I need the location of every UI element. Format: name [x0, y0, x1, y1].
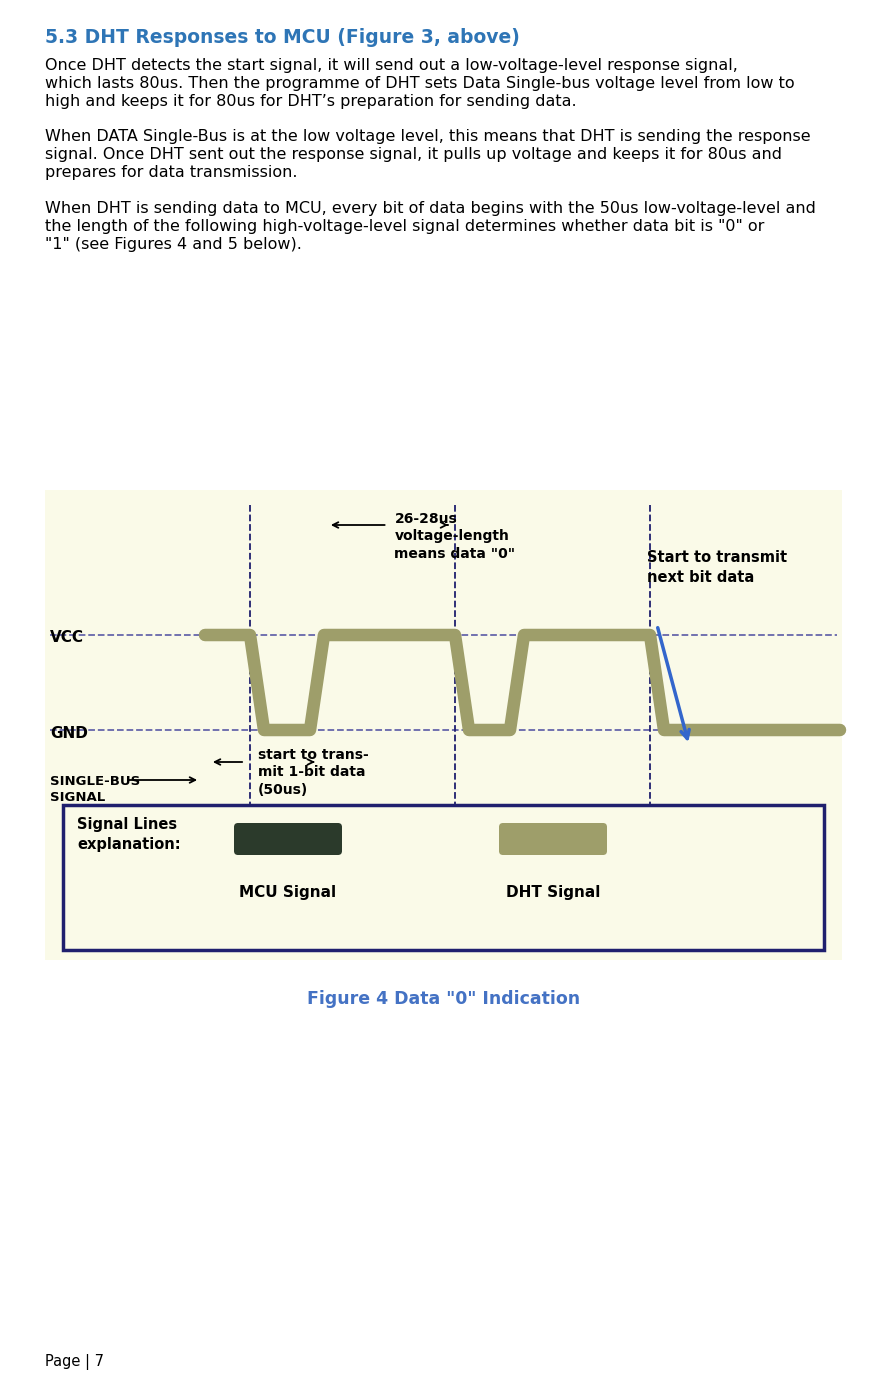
Text: SINGLE-BUS
SIGNAL: SINGLE-BUS SIGNAL	[50, 776, 140, 803]
Text: high and keeps it for 80us for DHT’s preparation for sending data.: high and keeps it for 80us for DHT’s pre…	[45, 93, 576, 108]
FancyBboxPatch shape	[234, 823, 342, 855]
Text: GND: GND	[50, 726, 88, 741]
Text: prepares for data transmission.: prepares for data transmission.	[45, 165, 297, 181]
Text: Once DHT detects the start signal, it will send out a low-voltage-level response: Once DHT detects the start signal, it wi…	[45, 58, 737, 74]
Text: MCU Signal: MCU Signal	[239, 885, 336, 899]
Text: 5.3 DHT Responses to MCU (Figure 3, above): 5.3 DHT Responses to MCU (Figure 3, abov…	[45, 28, 519, 47]
Text: signal. Once DHT sent out the response signal, it pulls up voltage and keeps it : signal. Once DHT sent out the response s…	[45, 147, 781, 163]
Text: "1" (see Figures 4 and 5 below).: "1" (see Figures 4 and 5 below).	[45, 236, 301, 252]
FancyBboxPatch shape	[499, 823, 606, 855]
Text: Signal Lines
explanation:: Signal Lines explanation:	[77, 817, 181, 852]
Text: Figure 4 Data "0" Indication: Figure 4 Data "0" Indication	[307, 990, 579, 1008]
Text: the length of the following high-voltage-level signal determines whether data bi: the length of the following high-voltage…	[45, 218, 764, 234]
Text: When DHT is sending data to MCU, every bit of data begins with the 50us low-volt: When DHT is sending data to MCU, every b…	[45, 202, 815, 215]
Text: When DATA Single-Bus is at the low voltage level, this means that DHT is sending: When DATA Single-Bus is at the low volta…	[45, 129, 810, 145]
FancyBboxPatch shape	[63, 805, 823, 949]
Text: start to trans-
mit 1-bit data
(50us): start to trans- mit 1-bit data (50us)	[258, 748, 369, 796]
FancyBboxPatch shape	[45, 491, 841, 960]
Text: Start to transmit
next bit data: Start to transmit next bit data	[646, 550, 786, 585]
Text: VCC: VCC	[50, 631, 84, 645]
Text: DHT Signal: DHT Signal	[505, 885, 600, 899]
Text: Page | 7: Page | 7	[45, 1354, 104, 1371]
Text: 26-28us
voltage-length
means data "0": 26-28us voltage-length means data "0"	[394, 512, 515, 560]
Text: which lasts 80us. Then the programme of DHT sets Data Single-bus voltage level f: which lasts 80us. Then the programme of …	[45, 76, 794, 90]
